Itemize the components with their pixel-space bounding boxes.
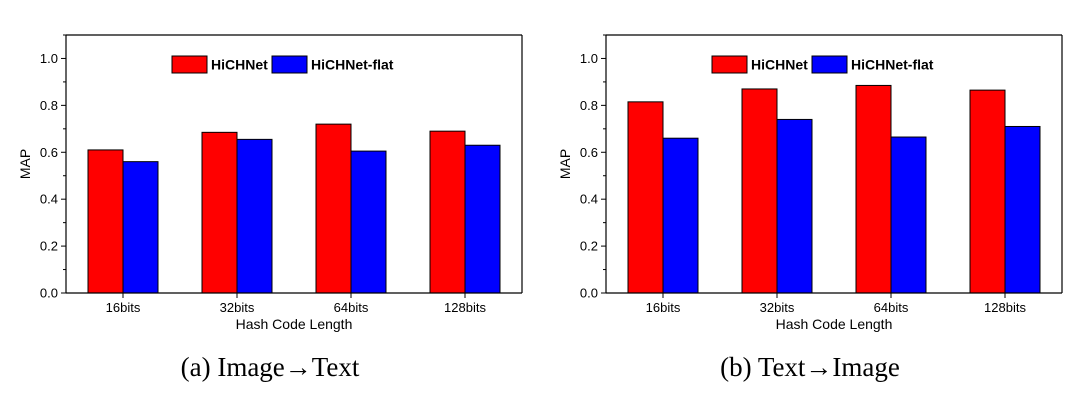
y-tick-label: 0.8 [580,98,598,113]
bar-hichnet-flat-32bits [236,138,273,294]
bar-hichnet-flat-64bits [350,150,387,294]
bar-hichnet-128bits [429,130,466,294]
bar-hichnet-flat-16bits [662,137,699,294]
x-tick-label: 32bits [220,300,255,315]
x-tick-label: 32bits [760,300,795,315]
y-tick-label: 0.2 [40,239,58,254]
y-tick-label: 0.4 [580,192,598,207]
bar-hichnet-64bits [855,84,892,294]
bar-hichnet-flat-16bits [122,161,159,294]
y-tick-label: 0.8 [40,98,58,113]
y-tick-label: 0.6 [40,145,58,160]
figure-image-to-text: 0.0 0.2 0.4 0.6 0.8 1.0 16bits 32bits 64bits 128b… [17,34,523,382]
y-tick-label: 0.0 [40,286,58,301]
y-tick-label: 0.4 [40,192,58,207]
y-axis-title: MAP [17,149,33,179]
chart-image-to-text: 0.0 0.2 0.4 0.6 0.8 1.0 16bits 32bits 64bits 128b… [17,34,523,332]
x-axis-title: Hash Code Length [236,316,353,332]
x-tick-label: 64bits [334,300,369,315]
legend-label-hichnet-flat: HiCHNet-flat [311,57,394,73]
bar-hichnet-flat-32bits [776,118,813,294]
y-tick-label: 1.0 [40,51,58,66]
x-tick-label: 64bits [874,300,909,315]
legend-label-hichnet: HiCHNet [211,57,268,73]
x-axis-title: Hash Code Length [776,316,893,332]
legend-swatch-hichnet-flat [271,55,308,74]
y-tick-label: 1.0 [580,51,598,66]
y-tick-label: 0.2 [580,239,598,254]
bar-hichnet-flat-64bits [890,136,927,294]
x-tick-label: 128bits [444,300,486,315]
legend-swatch-hichnet [171,55,208,74]
legend-label-hichnet: HiCHNet [751,57,808,73]
legend-label-hichnet-flat: HiCHNet-flat [851,57,934,73]
bar-hichnet-16bits [87,149,124,294]
bar-hichnet-flat-128bits [464,144,501,294]
chart-text-to-image: 0.0 0.2 0.4 0.6 0.8 1.0 16bits 32bits 64bits 128b… [557,34,1063,332]
legend-swatch-hichnet-flat [811,55,848,74]
caption-image-to-text: (a) Image→Text [180,352,360,382]
bar-hichnet-32bits [201,131,238,294]
y-tick-label: 0.6 [580,145,598,160]
x-tick-label: 16bits [106,300,141,315]
bar-hichnet-64bits [315,123,352,294]
bar-hichnet-16bits [627,101,664,294]
legend-swatch-hichnet [711,55,748,74]
x-tick-label: 128bits [984,300,1026,315]
figure-text-to-image: 0.0 0.2 0.4 0.6 0.8 1.0 16bits 32bits 64bits 128b… [540,0,1080,414]
bar-hichnet-128bits [969,89,1006,294]
bar-hichnet-flat-128bits [1004,125,1041,294]
caption-text-to-image: (b) Text→Image [720,352,900,382]
bar-hichnet-32bits [741,88,778,294]
y-tick-label: 0.0 [580,286,598,301]
y-axis-title: MAP [557,149,573,179]
x-tick-label: 16bits [646,300,681,315]
